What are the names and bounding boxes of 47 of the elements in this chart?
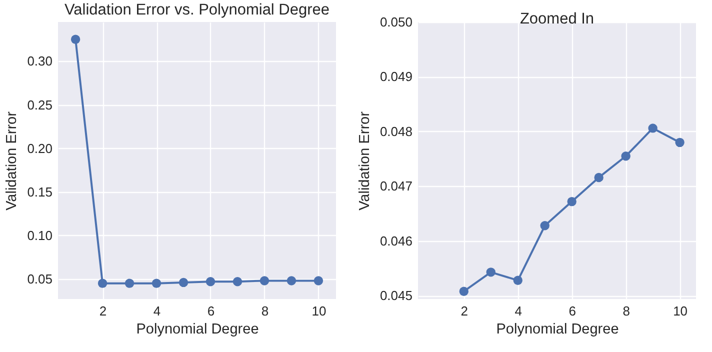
x-axis-title: Polynomial Degree	[136, 322, 259, 338]
point	[152, 278, 162, 288]
y-axis-title: Validation Error	[356, 111, 373, 210]
y-tick-label: 0.20	[27, 140, 52, 156]
x-tick-label: 8	[622, 304, 630, 318]
point	[260, 276, 270, 286]
point	[540, 221, 550, 230]
y-tick-label: 0.05	[27, 271, 52, 286]
point	[232, 276, 242, 286]
point	[98, 278, 108, 288]
y-tick-label: 0.046	[380, 233, 412, 248]
point	[621, 152, 630, 161]
point	[675, 138, 684, 148]
y-tick-label: 0.045	[380, 288, 412, 304]
y-tick-label: 0.047	[380, 178, 412, 194]
point	[567, 196, 576, 206]
x-tick-label: 10	[673, 304, 688, 318]
point	[648, 124, 658, 133]
y-tick-label: 0.049	[380, 69, 412, 84]
x-tick-label: 2	[99, 304, 107, 318]
point	[486, 268, 496, 277]
y-tick-label: 0.050	[380, 14, 412, 30]
point	[594, 172, 604, 182]
y-tick-label: 0.25	[27, 97, 52, 112]
y-tick-label: 0.15	[27, 184, 52, 200]
point	[206, 276, 216, 286]
point	[459, 286, 468, 296]
point	[286, 276, 296, 286]
x-axis-title: Polynomial Degree	[496, 322, 619, 338]
x-tick-label: 6	[568, 304, 576, 318]
x-tick-label: 4	[153, 304, 161, 318]
point	[124, 278, 134, 288]
point	[513, 276, 522, 285]
y-tick-label: 0.10	[27, 228, 52, 243]
y-tick-label: 0.048	[380, 124, 412, 139]
x-tick-label: 2	[460, 304, 468, 318]
y-axis-title: Validation Error	[4, 111, 20, 210]
point	[314, 276, 324, 286]
point	[178, 278, 188, 288]
x-tick-label: 4	[514, 304, 522, 318]
point	[70, 34, 80, 44]
x-tick-label: 6	[207, 304, 215, 318]
x-tick-label: 10	[312, 304, 326, 318]
y-tick-label: 0.30	[27, 54, 52, 69]
chart-title: Zoomed In	[520, 10, 594, 28]
chart-title: Validation Error vs. Polynomial Degree	[64, 2, 330, 18]
x-tick-label: 8	[261, 304, 269, 318]
